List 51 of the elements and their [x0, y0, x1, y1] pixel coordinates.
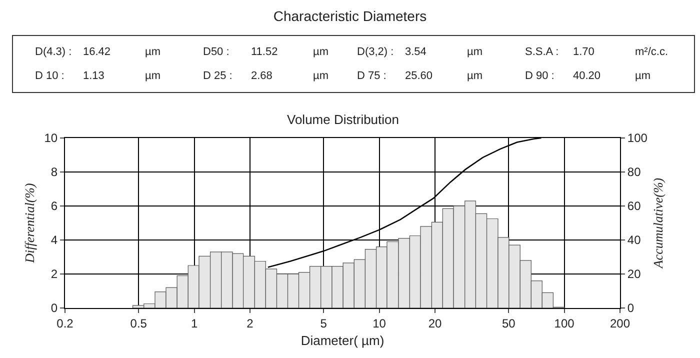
y-tick-label: 4 — [50, 233, 58, 248]
y2-tick-label: 20 — [627, 267, 642, 282]
text: µm — [635, 70, 651, 82]
y2-tick-label: 40 — [627, 233, 642, 248]
text: D 10 : — [35, 70, 64, 82]
text: µm — [313, 70, 329, 82]
y2-tick-label: 80 — [627, 165, 642, 180]
text: µm — [145, 46, 161, 58]
text: 11.52 — [251, 46, 278, 58]
text: µm — [145, 70, 161, 82]
text: µm — [467, 70, 483, 82]
x-tick-label: 0.2 — [56, 316, 74, 330]
text: µm — [313, 46, 329, 58]
x-tick-label: 10 — [372, 316, 386, 330]
text: D 90 : — [525, 70, 554, 82]
y2-axis-title: Accumulative(%) — [650, 178, 666, 270]
y-tick-label: 6 — [50, 199, 58, 214]
text: m²/c.c. — [635, 46, 668, 58]
chart-title: Volume Distribution — [287, 112, 399, 127]
text: D50 : — [203, 46, 230, 58]
y-tick-label: 8 — [50, 165, 58, 180]
text: 16.42 — [83, 46, 111, 58]
x-tick-label: 50 — [502, 316, 516, 330]
y-axis-title: Differential(%) — [22, 183, 38, 264]
text: D 75 : — [357, 70, 386, 82]
y-tick-label: 10 — [44, 131, 58, 146]
text: µm — [467, 46, 483, 58]
text: S.S.A : — [525, 46, 559, 58]
y-tick-label: 2 — [50, 267, 58, 282]
x-tick-label: 2 — [246, 316, 254, 330]
y2-tick-label: 100 — [627, 131, 648, 146]
text: 25.60 — [405, 70, 433, 82]
text: 1.13 — [83, 70, 104, 82]
text: 3.54 — [405, 46, 426, 58]
x-tick-label: 1 — [190, 316, 198, 330]
text: 40.20 — [573, 70, 601, 82]
y2-tick-label: 60 — [627, 199, 642, 214]
text: D(4.3) : — [35, 46, 72, 58]
text: D(3,2) : — [357, 46, 394, 58]
x-tick-label: 0.5 — [130, 316, 148, 330]
x-axis-title: Diameter( µm) — [300, 333, 384, 348]
text: 2.68 — [251, 70, 272, 82]
x-tick-label: 100 — [554, 316, 575, 330]
x-tick-label: 200 — [610, 316, 630, 330]
x-tick-label: 5 — [320, 316, 328, 330]
text: D 25 : — [203, 70, 232, 82]
y-tick-label: 0 — [50, 301, 58, 316]
text: 1.70 — [573, 46, 594, 58]
y2-tick-label: 0 — [627, 301, 634, 316]
x-tick-label: 20 — [428, 316, 442, 330]
text: Characteristic Diameters — [272, 8, 428, 24]
